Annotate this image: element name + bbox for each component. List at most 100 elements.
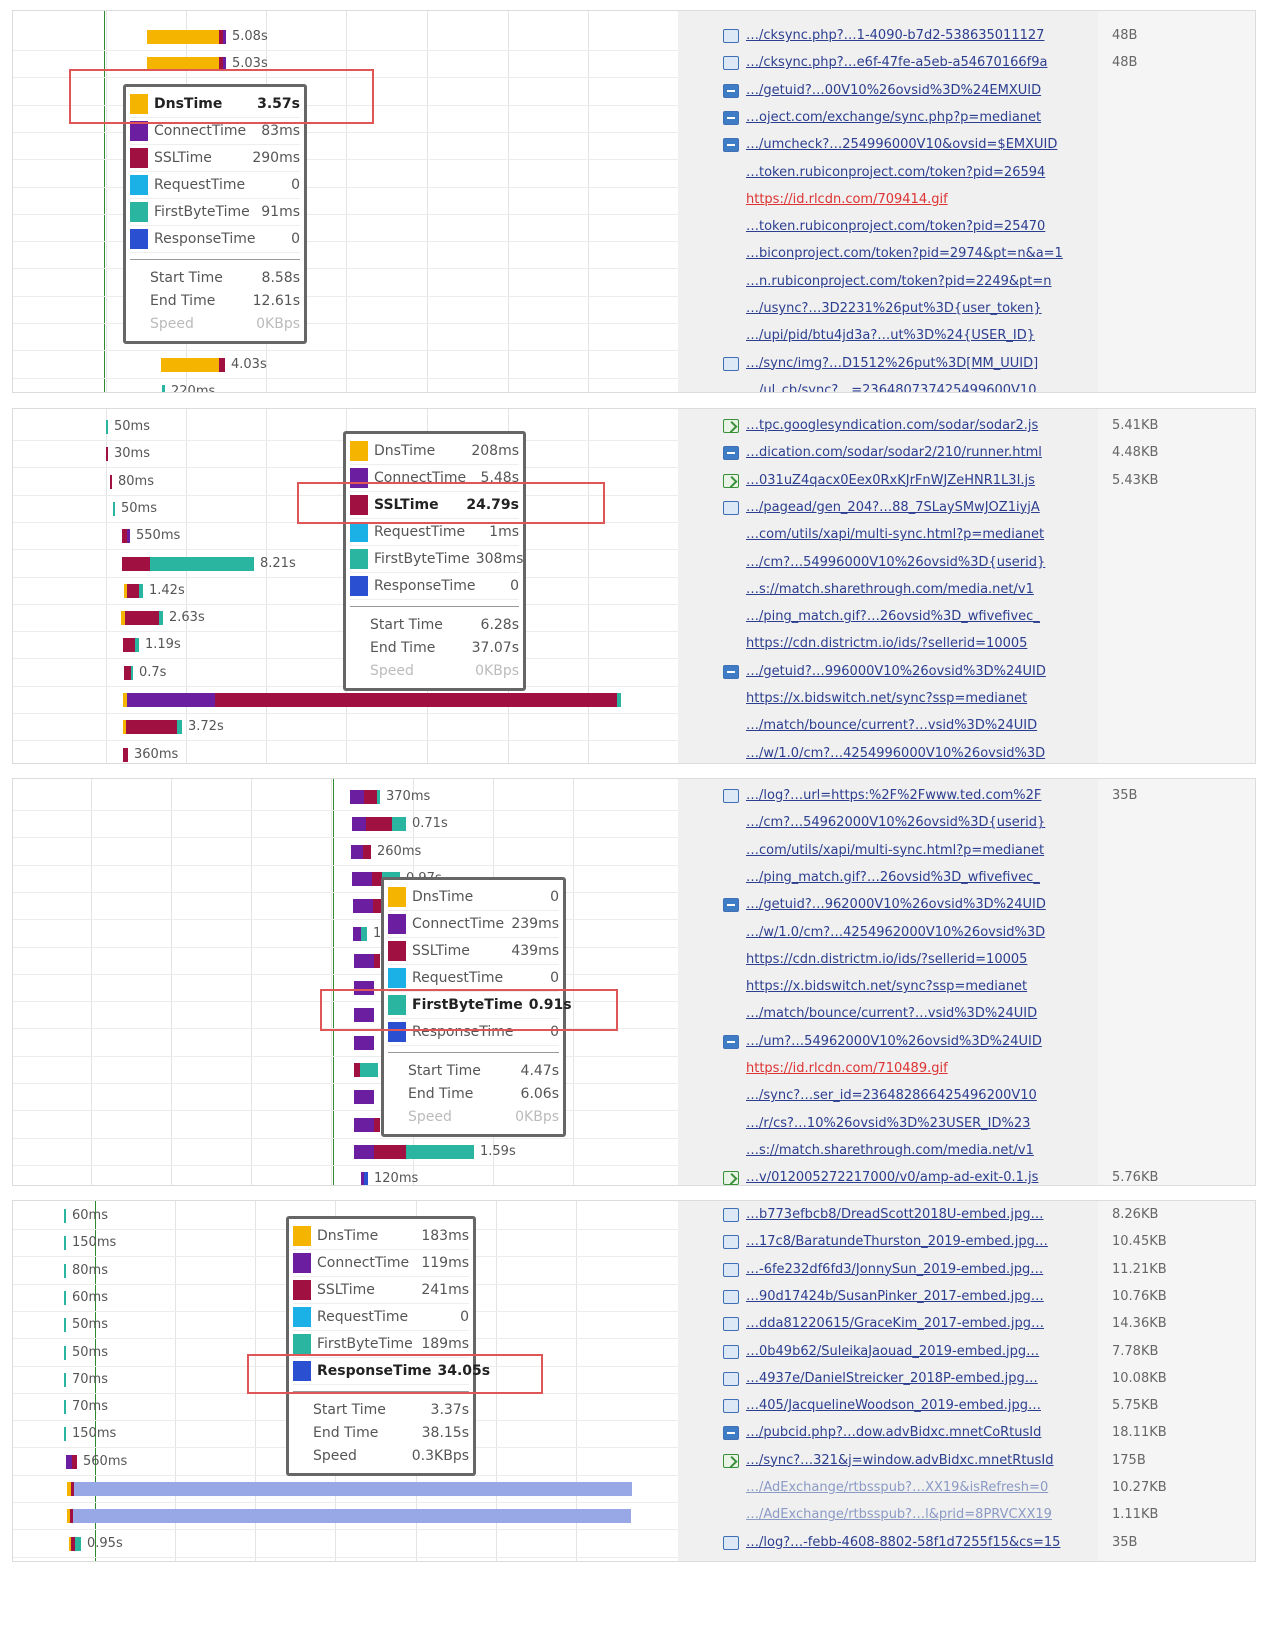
request-row[interactable]: …/um?…54962000V10%26ovsid%3D%24UID	[678, 1029, 1098, 1057]
timing-bar[interactable]	[350, 790, 380, 804]
request-url-link[interactable]: …/sync/img?…D1512%26put%3D[MM_UUID]	[746, 355, 1039, 371]
request-url-link[interactable]: …/pagead/gen_204?…88_7SLaySMwJOZ1iyjA	[746, 499, 1040, 515]
timing-bar[interactable]	[354, 1035, 374, 1050]
timing-bar[interactable]	[64, 1318, 66, 1333]
request-url-link[interactable]: …/cm?…54962000V10%26ovsid%3D{userid}	[746, 815, 1046, 831]
request-row[interactable]: …token.rubiconproject.com/token?pid=2659…	[678, 160, 1098, 188]
request-url-link[interactable]: …/cm?…54996000V10%26ovsid%3D{userid}	[746, 554, 1046, 570]
timing-bar[interactable]	[110, 474, 112, 489]
timing-bar[interactable]	[123, 720, 182, 735]
request-row[interactable]: …/upi/pid/btu4jd3a?…ut%3D%24{USER_ID}	[678, 323, 1098, 351]
timing-bar[interactable]	[121, 611, 163, 626]
request-url-link[interactable]: …/getuid?…00V10%26ovsid%3D%24EMXUID	[746, 82, 1042, 98]
request-row[interactable]: …dda81220615/GraceKim_2017-embed.jpg…	[678, 1311, 1098, 1339]
request-url-link[interactable]: https://x.bidswitch.net/sync?ssp=mediane…	[746, 979, 1028, 995]
timing-bar[interactable]	[361, 1172, 368, 1185]
request-url-link[interactable]: …/match/bounce/current?…vsid%3D%24UID	[746, 1006, 1038, 1022]
request-row[interactable]: https://x.bidswitch.net/sync?ssp=mediane…	[678, 974, 1098, 1002]
request-row[interactable]: …biconproject.com/token?pid=2974&pt=n&a=…	[678, 241, 1098, 269]
request-url-link[interactable]: …oject.com/exchange/sync.php?p=medianet	[746, 109, 1042, 125]
request-row[interactable]: …-6fe232df6fd3/JonnySun_2019-embed.jpg…	[678, 1257, 1098, 1285]
request-url-link[interactable]: https://id.rlcdn.com/710489.gif	[746, 1061, 948, 1076]
request-url-link[interactable]: https://x.bidswitch.net/sync?ssp=mediane…	[746, 691, 1028, 706]
request-url-link[interactable]: …0b49b62/SuleikaJaouad_2019-embed.jpg…	[746, 1343, 1040, 1359]
request-url-link[interactable]: https://id.rlcdn.com/709414.gif	[746, 191, 948, 207]
request-url-link[interactable]: …dda81220615/GraceKim_2017-embed.jpg…	[746, 1316, 1045, 1332]
request-row[interactable]: …/cm?…54962000V10%26ovsid%3D{userid}	[678, 810, 1098, 838]
request-url-link[interactable]: …4937e/DanielStreicker_2018P-embed.jpg…	[746, 1370, 1038, 1386]
request-row[interactable]: …/sync/img?…D1512%26put%3D[MM_UUID]	[678, 351, 1098, 379]
request-row[interactable]: …/AdExchange/rtbsspub?…XX19&isRefresh=0	[678, 1475, 1098, 1503]
request-url-link[interactable]: …/getuid?…996000V10%26ovsid%3D%24UID	[746, 663, 1046, 679]
request-row[interactable]: …n.rubiconproject.com/token?pid=2249&pt=…	[678, 269, 1098, 297]
request-url-link[interactable]: …com/utils/xapi/multi-sync.html?p=median…	[746, 842, 1045, 858]
request-row[interactable]: …/match/bounce/current?…vsid%3D%24UID	[678, 1001, 1098, 1029]
timing-bar[interactable]	[147, 30, 226, 44]
timing-bar[interactable]	[354, 1063, 378, 1077]
request-url-link[interactable]: …/sync?…ser_id=236482866425496200V10	[746, 1088, 1037, 1104]
timing-bar[interactable]	[64, 1345, 66, 1360]
timing-bar[interactable]	[122, 529, 130, 544]
request-url-link[interactable]: …v/012005272217000/v0/amp-ad-exit-0.1.js	[746, 1170, 1039, 1186]
request-row[interactable]: https://id.rlcdn.com/709414.gif	[678, 187, 1098, 215]
request-row[interactable]: …/pubcid.php?…dow.advBidxc.mnetCoRtusId	[678, 1420, 1098, 1448]
request-url-link[interactable]: …405/JacquelineWoodson_2019-embed.jpg…	[746, 1398, 1041, 1414]
request-row[interactable]: …4937e/DanielStreicker_2018P-embed.jpg…	[678, 1366, 1098, 1394]
request-row[interactable]: …/sync?…321&j=window.advBidxc.mnetRtusId	[678, 1448, 1098, 1476]
request-url-link[interactable]: …/cksync.php?…1-4090-b7d2-538635011127	[746, 28, 1045, 43]
request-row[interactable]: …405/JacquelineWoodson_2019-embed.jpg…	[678, 1393, 1098, 1421]
request-row[interactable]: …/log?…url=https:%2F%2Fwww.ted.com%2F	[678, 783, 1098, 811]
request-row[interactable]: …/ping_match.gif?…26ovsid%3D_wfivefivec_	[678, 865, 1098, 893]
request-url-link[interactable]: https://cdn.districtm.io/ids/?sellerid=1…	[746, 951, 1028, 967]
request-url-link[interactable]: …/umcheck?…254996000V10&ovsid=$EMXUID	[746, 137, 1058, 153]
timing-bar[interactable]	[122, 556, 254, 571]
request-row[interactable]: …/cm?…54996000V10%26ovsid%3D{userid}	[678, 550, 1098, 578]
request-url-link[interactable]: …/ping_match.gif?…26ovsid%3D_wfivefivec_	[746, 869, 1040, 885]
request-row[interactable]: …com/utils/xapi/multi-sync.html?p=median…	[678, 522, 1098, 550]
request-row[interactable]: …/ul_cb/sync?…=236480737425499600V10	[678, 378, 1098, 393]
request-row[interactable]: https://id.rlcdn.com/710489.gif	[678, 1056, 1098, 1084]
timing-bar[interactable]	[64, 1427, 66, 1442]
request-url-link[interactable]: …/w/1.0/cm?…4254962000V10%26ovsid%3D	[746, 924, 1046, 940]
request-url-link[interactable]: …/ul_cb/sync?…=236480737425499600V10	[746, 382, 1037, 393]
request-row[interactable]: …/getuid?…962000V10%26ovsid%3D%24UID	[678, 892, 1098, 920]
request-row[interactable]: …/umcheck?…254996000V10&ovsid=$EMXUID	[678, 132, 1098, 160]
request-row[interactable]: …17c8/BaratundeThurston_2019-embed.jpg…	[678, 1229, 1098, 1257]
request-url-link[interactable]: …token.rubiconproject.com/token?pid=2659…	[746, 164, 1046, 180]
request-row[interactable]: https://cdn.districtm.io/ids/?sellerid=1…	[678, 631, 1098, 659]
timing-bar[interactable]	[352, 817, 406, 832]
request-url-link[interactable]: …031uZ4qacx0Eex0RxKJrFnWJZeHNR1L3I.js	[746, 472, 1035, 488]
request-url-link[interactable]: …90d17424b/SusanPinker_2017-embed.jpg…	[746, 1288, 1044, 1304]
timing-bar[interactable]	[161, 357, 225, 372]
request-url-link[interactable]: …/AdExchange/rtbsspub?…XX19&isRefresh=0	[746, 1480, 1049, 1495]
request-url-link[interactable]: …s://match.sharethrough.com/media.net/v1	[746, 1142, 1034, 1158]
request-url-link[interactable]: …s://match.sharethrough.com/media.net/v1	[746, 581, 1034, 597]
request-url-link[interactable]: …/match/bounce/current?…vsid%3D%24UID	[746, 718, 1038, 734]
timing-bar[interactable]	[354, 981, 374, 996]
timing-bar[interactable]	[123, 638, 139, 653]
request-row[interactable]: …dication.com/sodar/sodar2/210/runner.ht…	[678, 440, 1098, 468]
timing-bar[interactable]	[123, 747, 128, 762]
request-row[interactable]: …0b49b62/SuleikaJaouad_2019-embed.jpg…	[678, 1339, 1098, 1367]
request-row[interactable]: …/w/1.0/cm?…4254996000V10%26ovsid%3D	[678, 741, 1098, 763]
request-row[interactable]: …v/012005272217000/v0/amp-ad-exit-0.1.js	[678, 1165, 1098, 1186]
request-url-link[interactable]: …b773efbcb8/DreadScott2018U-embed.jpg…	[746, 1207, 1044, 1222]
request-row[interactable]: …031uZ4qacx0Eex0RxKJrFnWJZeHNR1L3I.js	[678, 468, 1098, 496]
request-row[interactable]: …s://match.sharethrough.com/media.net/v1	[678, 577, 1098, 605]
request-row[interactable]: …/sync?…ser_id=236482866425496200V10	[678, 1083, 1098, 1111]
request-row[interactable]: …s://match.sharethrough.com/media.net/v1	[678, 1138, 1098, 1166]
request-url-link[interactable]: …/usync?…3D2231%26put%3D{user_token}	[746, 301, 1042, 316]
request-url-link[interactable]: …/r/cs?…10%26ovsid%3D%23USER_ID%23	[746, 1115, 1031, 1131]
timing-bar[interactable]	[64, 1290, 66, 1305]
request-url-link[interactable]: …/sync?…321&j=window.advBidxc.mnetRtusId	[746, 1452, 1054, 1468]
request-url-link[interactable]: …/pubcid.php?…dow.advBidxc.mnetCoRtusId	[746, 1425, 1042, 1441]
request-row[interactable]: …90d17424b/SusanPinker_2017-embed.jpg…	[678, 1284, 1098, 1312]
request-row[interactable]: …/AdExchange/rtbsspub?…l&prid=8PRVCXX19	[678, 1502, 1098, 1530]
timing-bar[interactable]	[64, 1400, 66, 1415]
request-row[interactable]: …/pagead/gen_204?…88_7SLaySMwJOZ1iyjA	[678, 495, 1098, 523]
request-url-link[interactable]: …/getuid?…962000V10%26ovsid%3D%24UID	[746, 897, 1046, 913]
request-row[interactable]: …/usync?…3D2231%26put%3D{user_token}	[678, 296, 1098, 324]
timing-bar[interactable]	[124, 583, 143, 598]
timing-bar[interactable]	[67, 1509, 631, 1524]
timing-bar[interactable]	[354, 1144, 474, 1159]
